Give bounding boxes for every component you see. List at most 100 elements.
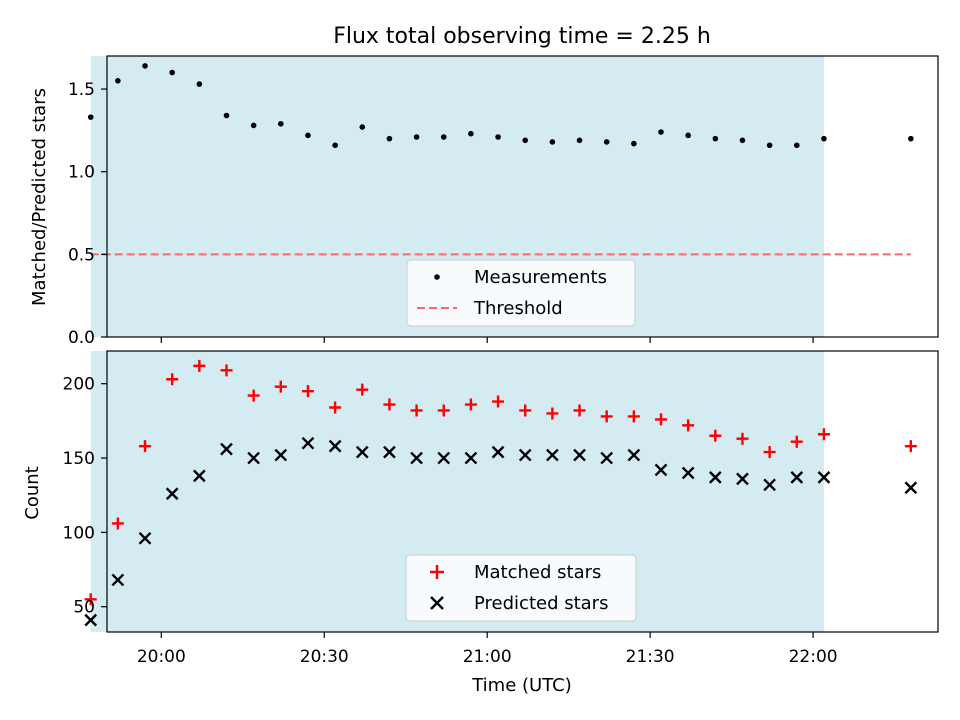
predicted-star-point: [437, 451, 451, 465]
measurement-point: [576, 137, 583, 144]
y-tick-label: 200: [63, 375, 95, 395]
matched-star-point: [410, 404, 423, 417]
matched-legend-marker: [430, 565, 444, 579]
predicted-legend-marker: [430, 596, 444, 610]
measurement-points: [87, 63, 914, 149]
predicted-star-point: [84, 613, 98, 627]
measurement-point: [685, 132, 691, 139]
ratio-y-axis-label: Matched/Predicted stars: [29, 88, 50, 306]
matched-star-point: [600, 410, 613, 423]
measurement-point: [87, 114, 94, 120]
predicted-star-point: [708, 471, 722, 484]
measurement-point: [142, 63, 148, 69]
predicted-stars-points: [84, 436, 918, 627]
matched-star-point: [166, 373, 179, 386]
predicted-star-point: [600, 451, 614, 465]
predicted-star-point: [491, 445, 505, 459]
measurement-point: [712, 135, 719, 142]
count-panel: 50 100 150 200 20:00 20:30 21:00 21:30 22:00 Co…: [22, 350, 939, 696]
chart-title: Flux total observing time = 2.25 h: [333, 24, 711, 49]
measurement-point: [631, 140, 637, 147]
predicted-star-point: [904, 481, 918, 495]
predicted-star-point: [355, 445, 369, 459]
matched-star-point: [573, 404, 586, 417]
measurement-point: [278, 120, 284, 127]
matched-star-point: [546, 407, 559, 420]
predicted-star-point: [817, 471, 831, 484]
matched-stars-points: [84, 359, 917, 606]
count-legend-box: [405, 554, 637, 622]
measurement-point: [305, 132, 311, 139]
x-axis-label: Time (UTC): [471, 675, 572, 696]
predicted-star-point: [192, 469, 206, 483]
matched-star-point: [492, 395, 505, 408]
predicted-star-point: [681, 466, 695, 480]
matched-star-point: [763, 446, 776, 459]
y-tick-label: 0.0: [68, 328, 95, 348]
matched-legend-label: Matched stars: [474, 562, 601, 583]
y-tick-label: 0.5: [68, 245, 95, 265]
predicted-star-point: [790, 471, 804, 484]
predicted-star-point: [165, 487, 179, 501]
measurement-point: [766, 142, 773, 149]
measurement-point: [440, 134, 447, 140]
matched-star-point: [655, 413, 667, 426]
y-tick-label: 1.5: [68, 80, 95, 100]
matched-star-point: [329, 401, 342, 414]
measurement-point: [739, 137, 746, 144]
measurement-point: [386, 135, 393, 142]
predicted-star-point: [274, 448, 288, 462]
matched-star-point: [464, 398, 477, 411]
y-tick-label: 100: [63, 523, 95, 543]
predicted-star-point: [410, 451, 423, 465]
ratio-y-ticks: 0.0 0.5 1.0 1.5: [68, 80, 107, 348]
predicted-star-point: [383, 445, 396, 459]
predicted-star-point: [328, 439, 342, 453]
x-tick-label: 20:30: [300, 647, 349, 667]
y-tick-label: 50: [73, 598, 95, 618]
ratio-legend: Measurements Threshold: [406, 259, 636, 327]
y-tick-label: 1.0: [68, 163, 95, 183]
predicted-star-point: [111, 573, 125, 587]
measurement-point: [495, 134, 501, 140]
predicted-star-point: [546, 448, 559, 462]
count-plot-frame: [106, 350, 939, 633]
measurements-legend-label: Measurements: [474, 267, 607, 288]
matched-star-point: [904, 440, 917, 453]
matched-star-point: [193, 359, 206, 372]
count-legend: Matched stars Predicted stars: [405, 554, 637, 622]
measurement-point: [908, 135, 914, 142]
y-tick-label: 150: [63, 449, 95, 469]
ratio-plot-frame: [106, 55, 939, 338]
matched-star-point: [356, 383, 369, 396]
measurement-point: [196, 81, 203, 87]
ratio-legend-box: [406, 259, 636, 327]
matched-star-point: [627, 410, 640, 423]
matched-star-point: [817, 428, 830, 441]
measurements-legend-marker: [434, 274, 440, 280]
matched-star-point: [682, 419, 695, 432]
matched-star-point: [790, 435, 803, 448]
matched-star-point: [709, 429, 722, 442]
measurement-point: [603, 139, 610, 145]
measurement-point: [793, 142, 800, 149]
matched-star-point: [301, 385, 314, 398]
x-tick-label: 21:30: [626, 647, 675, 667]
predicted-star-point: [654, 463, 668, 477]
matched-star-point: [274, 380, 287, 393]
measurement-point: [413, 134, 420, 140]
measurement-point: [332, 142, 338, 149]
measurement-point: [658, 129, 664, 135]
x-tick-label: 22:00: [789, 647, 838, 667]
predicted-star-point: [763, 478, 776, 492]
ratio-x-ticks: [160, 337, 814, 343]
matched-star-point: [519, 404, 532, 417]
matched-star-point: [437, 404, 450, 417]
matched-star-point: [383, 398, 396, 411]
measurement-point: [115, 77, 121, 84]
predicted-star-point: [220, 442, 233, 456]
measurement-point: [821, 135, 827, 142]
measurement-point: [169, 69, 175, 76]
predicted-star-point: [518, 448, 532, 462]
